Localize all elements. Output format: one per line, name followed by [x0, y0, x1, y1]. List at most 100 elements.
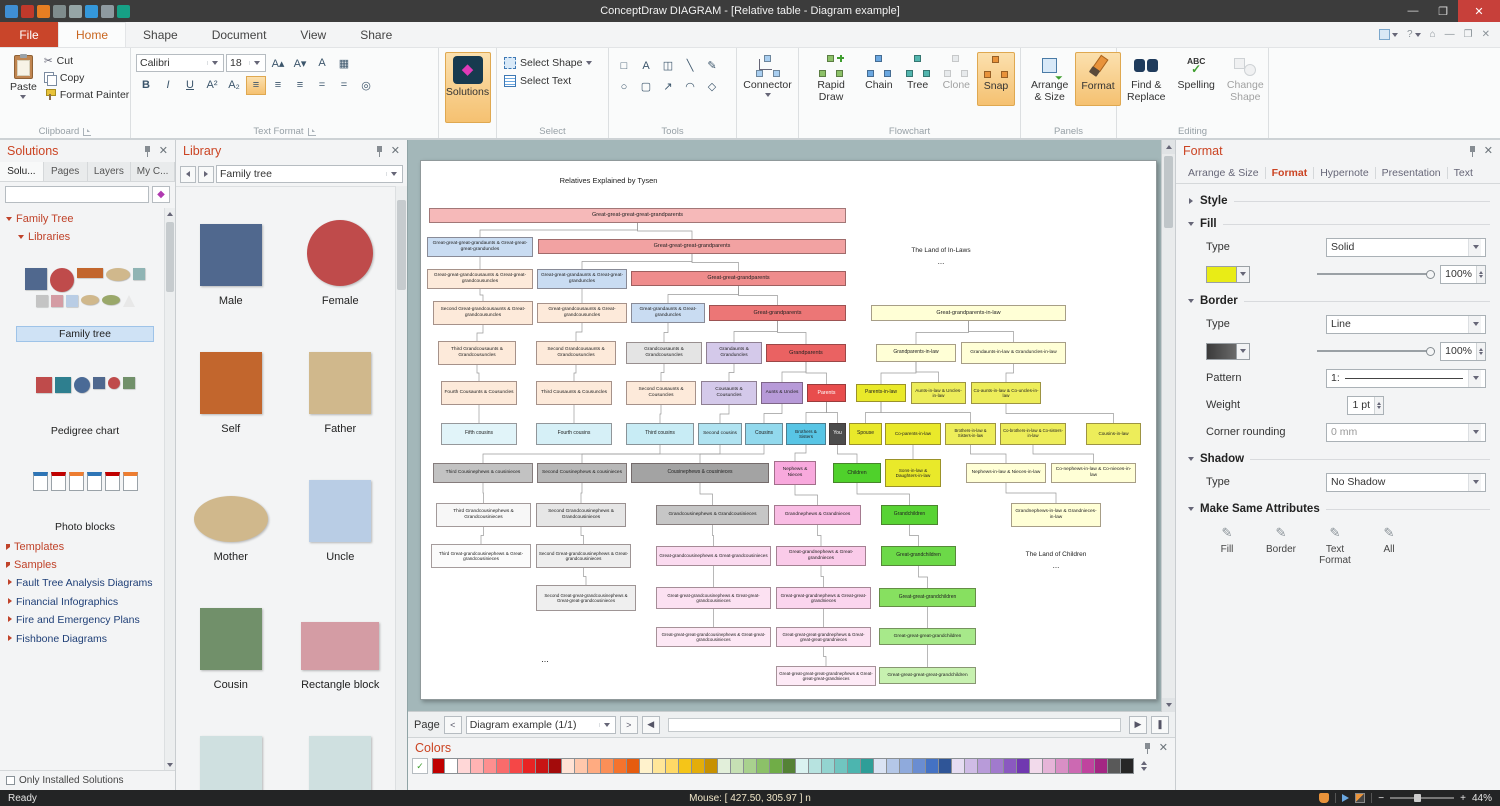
diagram-node[interactable]: Cousaunts & Cousuncles [701, 381, 757, 405]
diagram-node[interactable]: Aunts & Uncles [761, 382, 803, 404]
page-select[interactable]: Diagram example (1/1) [465, 715, 616, 734]
diagram-node[interactable]: Spouse [849, 423, 882, 445]
underline-button[interactable]: U [186, 79, 194, 91]
only-installed-checkbox-row[interactable]: Only Installed Solutions [0, 770, 175, 790]
solutions-search-input[interactable] [5, 186, 149, 203]
redo-icon[interactable] [69, 4, 82, 18]
solution-link[interactable]: Fishbone Diagrams [6, 630, 164, 649]
copy-button[interactable]: Copy [42, 71, 131, 86]
same-fill-button[interactable]: ✎ Fill [1220, 525, 1234, 555]
diagram-node[interactable]: Co-parents-in-law [885, 423, 941, 445]
color-swatch[interactable] [484, 758, 497, 774]
diagram-node[interactable]: Great-great-grandcousinephews & Great-gr… [656, 587, 771, 609]
text-tool[interactable]: A [642, 59, 650, 72]
solutions-tab-myc[interactable]: My C... [131, 162, 175, 181]
diagram-node[interactable]: Cousinephews & cousinieces [631, 463, 769, 483]
library-item[interactable]: Cousin [176, 570, 286, 698]
tree-item-family-tree[interactable]: Family Tree [6, 210, 164, 228]
diagram-node[interactable]: Fourth Cousaunts & Cousuncles [441, 381, 517, 405]
customize-icon[interactable] [117, 4, 130, 18]
save-icon[interactable] [85, 4, 98, 18]
color-swatch[interactable] [536, 758, 549, 774]
diagram-node[interactable]: Great-grandchildren [881, 546, 956, 566]
section-border[interactable]: Border [1188, 295, 1490, 307]
color-swatch[interactable] [1095, 758, 1108, 774]
diagram-node[interactable]: Nephews & Nieces [774, 461, 816, 485]
border-pattern-select[interactable]: 1: [1326, 368, 1486, 388]
color-swatch[interactable] [991, 758, 1004, 774]
italic-button[interactable]: I [166, 79, 170, 91]
close-panel-icon[interactable]: ✕ [390, 144, 400, 157]
color-swatch[interactable] [1030, 758, 1043, 774]
diagram-node[interactable]: Grandparents-in-law [876, 344, 956, 362]
format-button[interactable]: Format [1075, 52, 1121, 107]
menu-tab-view[interactable]: View [300, 27, 327, 42]
spacing-button[interactable]: ◎ [361, 79, 371, 92]
chain-button[interactable]: Chain [860, 52, 897, 106]
color-swatch[interactable] [692, 758, 705, 774]
border-opacity-spinner[interactable]: 100% [1440, 341, 1486, 361]
clear-format-button[interactable]: A [318, 57, 326, 69]
solution-link[interactable]: Fault Tree Analysis Diagrams [6, 574, 164, 593]
color-swatch[interactable] [874, 758, 887, 774]
diagram-node[interactable]: Great-grandparents [709, 305, 846, 321]
color-swatch[interactable] [1121, 758, 1134, 774]
library-next-button[interactable] [198, 165, 214, 183]
color-swatch[interactable] [679, 758, 692, 774]
color-swatch[interactable] [510, 758, 523, 774]
corner-rounding-select[interactable]: 0 mm [1326, 422, 1486, 442]
color-swatch[interactable] [757, 758, 770, 774]
color-swatch[interactable] [666, 758, 679, 774]
diagram-node[interactable]: Great-great-great-great-grandnephews & G… [776, 666, 876, 686]
first-page-button[interactable]: ◀ [641, 715, 660, 734]
checkbox-icon[interactable] [6, 776, 15, 785]
rounded-rect-tool[interactable]: ▢ [640, 81, 652, 93]
undo-icon[interactable] [53, 4, 66, 18]
solutions-scrollbar[interactable] [164, 208, 175, 770]
spelling-button[interactable]: ABC ✓ Spelling [1173, 52, 1220, 106]
select-shape-button[interactable]: Select Shape [502, 56, 603, 70]
pin-icon[interactable] [375, 145, 384, 157]
tree-item-samples[interactable]: Samples [6, 556, 164, 574]
font-family-select[interactable]: Calibri [136, 54, 224, 72]
diagram-node[interactable]: Children [833, 463, 881, 483]
color-swatch[interactable] [913, 758, 926, 774]
rectangle-tool[interactable]: □ [620, 59, 628, 72]
color-swatch[interactable] [549, 758, 562, 774]
close-panel-icon[interactable]: ✕ [1158, 741, 1168, 754]
grow-font-button[interactable]: A▴ [271, 57, 285, 70]
library-preview-tile[interactable]: Photo blocks [16, 442, 154, 534]
color-swatch[interactable] [887, 758, 900, 774]
scroll-right-button[interactable]: ▶ [1129, 715, 1147, 734]
solutions-button[interactable]: ◆ Solutions [444, 52, 491, 123]
diagram-node[interactable]: Great-great-great-grandparents [538, 239, 846, 254]
diagram-node[interactable]: Grandnephews-in-law & Grandnieces-in-law [1011, 503, 1101, 527]
color-swatch[interactable] [614, 758, 627, 774]
home-view-icon[interactable]: ⌂ [1429, 29, 1436, 40]
diagram-node[interactable]: Grandnephews & Grandnieces [774, 505, 861, 525]
library-prev-button[interactable] [180, 165, 196, 183]
menu-tab-share[interactable]: Share [360, 27, 393, 42]
diagram-node[interactable]: Great-great-grandcousaunts & Great-great… [427, 269, 533, 289]
help-icon[interactable]: ? [1407, 29, 1421, 40]
color-picker-icon[interactable]: ✓ [412, 758, 428, 774]
diagram-node[interactable]: Second Cousaunts & Cousuncles [626, 381, 696, 405]
new-document-icon[interactable] [21, 4, 34, 18]
color-swatch[interactable] [796, 758, 809, 774]
restore-doc-icon[interactable]: ❐ [1463, 29, 1473, 40]
format-tab-hypernote[interactable]: Hypernote [1314, 166, 1376, 179]
library-item[interactable] [176, 698, 286, 790]
arc-tool[interactable]: ◠ [685, 81, 695, 93]
paste-button[interactable]: Paste [5, 52, 42, 123]
diagram-node[interactable]: Nephews-in-law & Nieces-in-law [966, 463, 1046, 483]
section-fill[interactable]: Fill [1188, 218, 1490, 230]
zoom-slider[interactable] [1390, 794, 1455, 802]
color-swatch[interactable] [900, 758, 913, 774]
library-item[interactable]: Male [176, 186, 286, 314]
subscript-button[interactable]: A₂ [228, 79, 240, 91]
library-item[interactable]: Father [286, 314, 396, 442]
color-swatch[interactable] [640, 758, 653, 774]
color-swatch[interactable] [588, 758, 601, 774]
zoom-in-button[interactable]: + [1460, 792, 1466, 804]
minimize-button[interactable]: — [1407, 5, 1419, 17]
